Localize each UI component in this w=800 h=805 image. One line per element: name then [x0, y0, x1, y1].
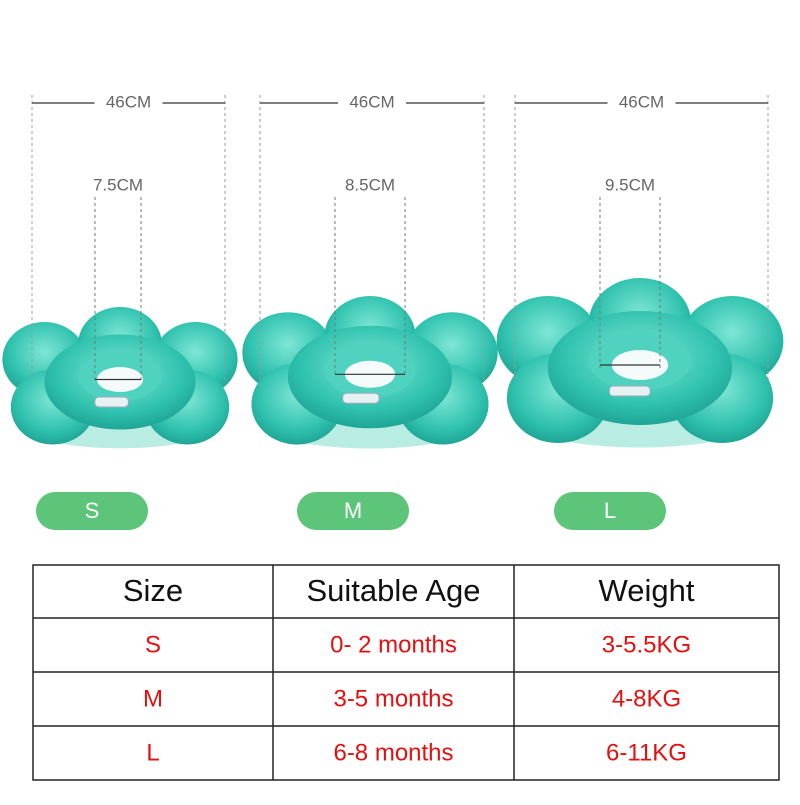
size-label: M: [344, 498, 362, 523]
outer-width-label: 46CM: [349, 92, 394, 111]
size-pill: [554, 492, 666, 530]
table-cell: 3-5.5KG: [602, 631, 691, 658]
inner-diameter-label: 9.5CM: [605, 175, 655, 194]
swim-ring: [496, 278, 784, 448]
size-pill: [297, 492, 409, 530]
table-cell: 4-8KG: [612, 685, 681, 712]
table-header-cell: Weight: [599, 573, 695, 608]
swim-ring: [2, 307, 238, 449]
swim-ring: [242, 296, 498, 449]
table-cell: 6-11KG: [606, 739, 687, 766]
size-label: L: [604, 498, 616, 523]
inner-diameter-label: 8.5CM: [345, 175, 395, 194]
inner-diameter-label: 7.5CM: [93, 175, 143, 194]
table-cell: 3-5 months: [333, 685, 453, 712]
outer-width-label: 46CM: [106, 92, 151, 111]
table-cell: L: [146, 739, 159, 766]
table-header-cell: Suitable Age: [306, 573, 480, 608]
table-header-cell: Size: [123, 573, 183, 608]
ring-buckle: [94, 396, 129, 408]
table-cell: 0- 2 months: [330, 631, 457, 658]
outer-width-label: 46CM: [619, 92, 664, 111]
table-cell: S: [145, 631, 161, 658]
size-label: S: [85, 498, 100, 523]
ring-buckle: [608, 385, 651, 397]
table-cell: M: [143, 685, 163, 712]
ring-buckle: [342, 392, 380, 404]
table-cell: 6-8 months: [333, 739, 453, 766]
size-pill: [36, 492, 148, 530]
